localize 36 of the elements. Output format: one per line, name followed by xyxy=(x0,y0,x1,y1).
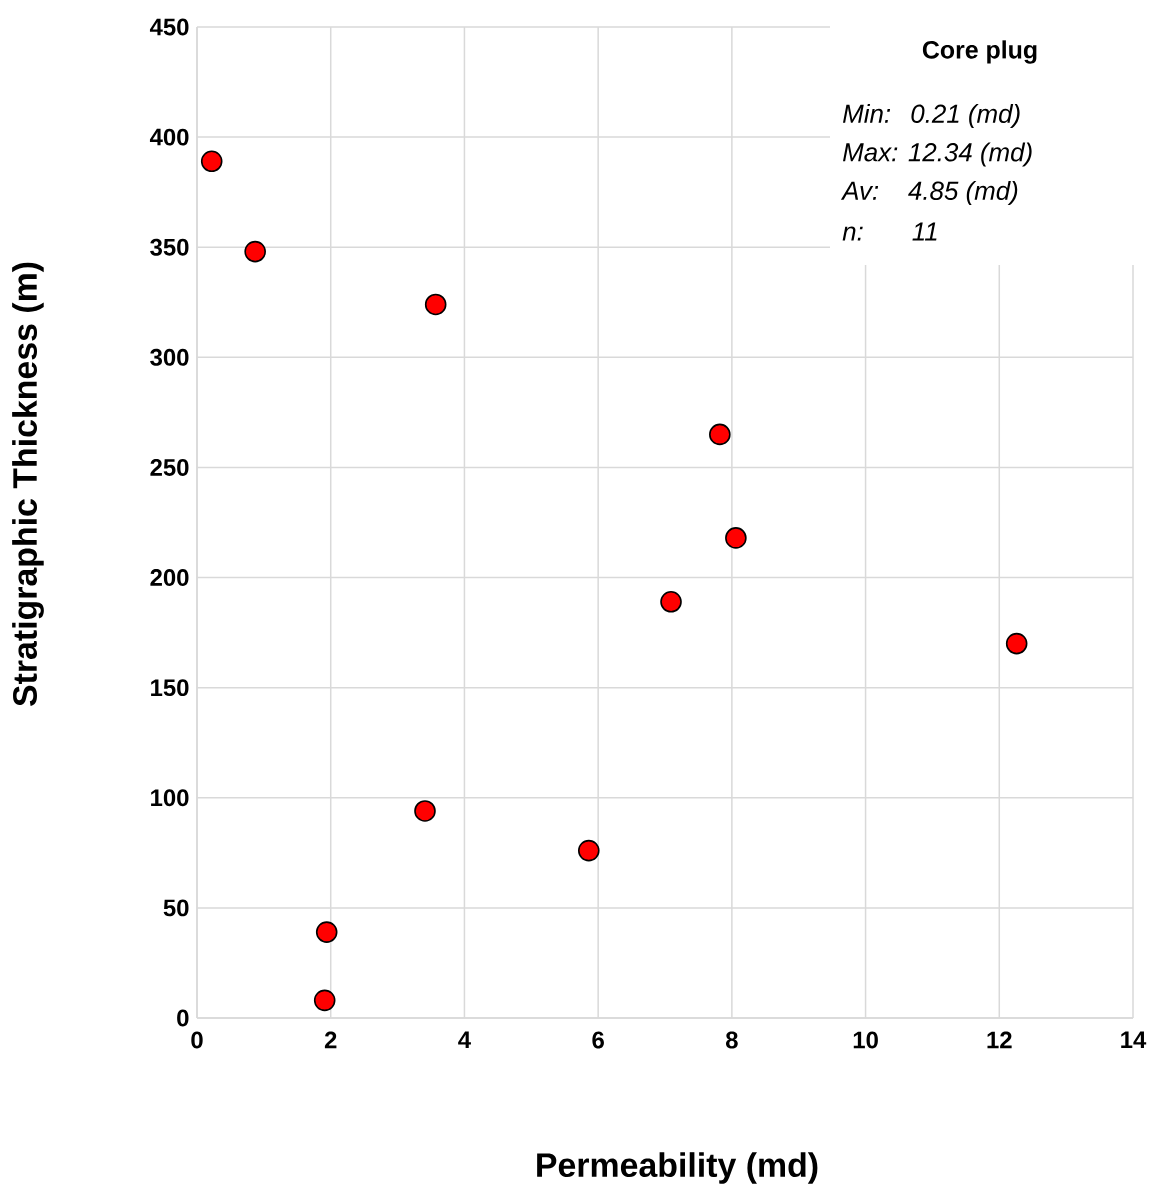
x-tick-label: 14 xyxy=(1121,1031,1147,1048)
x-tick-label: 2 xyxy=(324,1031,337,1049)
point xyxy=(424,293,447,316)
point xyxy=(709,423,731,446)
y-tick-label: 150 xyxy=(151,679,189,697)
point xyxy=(315,921,338,943)
y-tick-label: 0 xyxy=(177,1009,189,1027)
annotation: Min: 0.21 (md) xyxy=(842,103,1020,129)
x-tick-label: 4 xyxy=(458,1031,471,1048)
point xyxy=(244,240,266,263)
point xyxy=(660,590,682,613)
annotation: Core plug xyxy=(922,40,1037,64)
point xyxy=(200,150,223,173)
x-axis-title: Permeability (md) xyxy=(537,1152,818,1184)
y-tick-label: 400 xyxy=(149,128,189,146)
y-axis-title: Stratigraphic Thickness (m) xyxy=(12,262,44,707)
x-tick-label: 12 xyxy=(987,1031,1012,1049)
x-tick-label: 8 xyxy=(725,1031,738,1049)
point xyxy=(725,527,747,549)
y-tick-label: 300 xyxy=(150,348,189,366)
x-tick-label: 0 xyxy=(191,1031,203,1049)
y-tick-label: 350 xyxy=(150,238,189,256)
point xyxy=(1005,632,1028,655)
annotation: Av: 4.85 (md) xyxy=(840,180,1018,206)
annotation: n: 11 xyxy=(842,222,937,241)
point xyxy=(577,839,600,862)
point xyxy=(313,989,336,1012)
point xyxy=(414,800,436,822)
y-tick-label: 100 xyxy=(151,789,189,807)
x-tick-label: 10 xyxy=(853,1031,878,1049)
y-tick-label: 50 xyxy=(163,899,189,917)
y-tick-label: 200 xyxy=(150,569,189,587)
annotation: Max: 12.34 (md) xyxy=(842,142,1032,167)
x-tick-label: 6 xyxy=(592,1031,604,1049)
y-tick-label: 450 xyxy=(149,18,189,36)
y-tick-label: 250 xyxy=(150,458,189,476)
